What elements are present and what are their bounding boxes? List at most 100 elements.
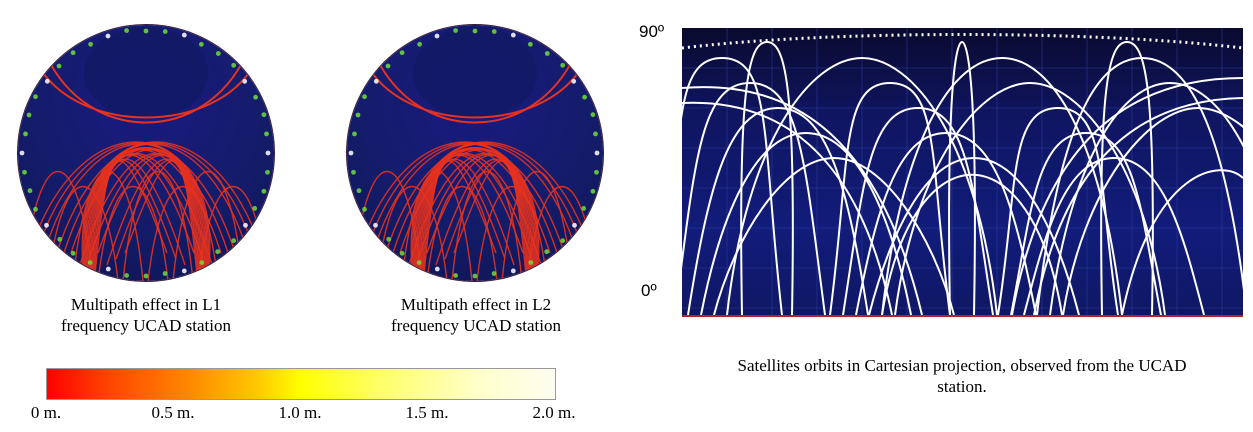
cartesian-orbit-tracks xyxy=(682,28,1243,315)
multipath-highlight xyxy=(22,169,27,175)
orbit-track xyxy=(700,131,912,315)
multipath-highlight xyxy=(590,188,596,194)
multipath-highlight xyxy=(143,28,149,34)
skyplot-l1-caption-line2: frequency UCAD station xyxy=(61,316,231,335)
multipath-highlight xyxy=(362,206,367,212)
satellite-track xyxy=(97,185,169,281)
satellite-track xyxy=(372,143,537,276)
multipath-highlight xyxy=(265,150,271,156)
multipath-highlight xyxy=(44,78,50,84)
satellite-track xyxy=(451,171,523,281)
skyplot-l2-caption-line1: Multipath effect in L2 xyxy=(400,295,552,314)
satellite-track xyxy=(374,54,576,124)
colorbar-tick: 1.0 m. xyxy=(278,403,322,422)
satellite-track xyxy=(72,171,144,281)
satellite-track xyxy=(91,154,195,276)
zenith-gap xyxy=(84,27,208,119)
orbit-track xyxy=(682,56,783,315)
skyplot-l1 xyxy=(18,25,274,281)
satellite-track xyxy=(45,54,247,124)
cartesian-caption: Satellites orbits in Cartesian projectio… xyxy=(672,355,1252,397)
orbit-track xyxy=(829,81,951,315)
multipath-highlight xyxy=(26,112,32,118)
satellite-track xyxy=(37,64,255,119)
orbit-track xyxy=(687,106,869,315)
orbit-track xyxy=(740,40,794,315)
multipath-highlight xyxy=(581,205,587,211)
multipath-highlight xyxy=(472,273,478,279)
multipath-highlight xyxy=(544,51,550,56)
orbit-track xyxy=(881,174,1063,315)
multipath-highlight xyxy=(231,238,237,244)
multipath-highlight xyxy=(373,78,379,84)
satellite-track xyxy=(526,185,598,281)
multipath-highlight xyxy=(57,236,63,242)
multipath-highlight xyxy=(434,266,440,272)
multipath-highlight xyxy=(453,28,459,33)
satellite-track xyxy=(366,64,584,119)
multipath-highlight xyxy=(399,50,405,56)
satellite-track xyxy=(147,185,219,281)
colorbar-tick: 0.5 m. xyxy=(151,403,195,422)
satellite-track xyxy=(423,160,497,276)
multipath-highlight xyxy=(181,268,187,274)
orbit-track xyxy=(948,40,976,315)
multipath-highlight xyxy=(264,131,269,137)
multipath-highlight xyxy=(453,273,459,278)
elevation-label-0: 0º xyxy=(641,281,657,300)
multipath-highlight xyxy=(215,51,221,56)
multipath-highlight xyxy=(19,150,25,156)
multipath-highlight xyxy=(162,29,168,34)
multipath-highlight xyxy=(252,205,258,211)
skyplot-l2-caption-line2: frequency UCAD station xyxy=(391,316,561,335)
multipath-highlight xyxy=(44,222,49,228)
multipath-highlight xyxy=(399,250,405,256)
multipath-highlight xyxy=(33,206,38,212)
colorbar-tick: 1.5 m. xyxy=(405,403,449,422)
multipath-highlight xyxy=(33,94,38,100)
multipath-highlight xyxy=(356,188,362,194)
satellite-track xyxy=(401,171,473,281)
multipath-highlight xyxy=(385,63,391,69)
multipath-highlight xyxy=(472,28,478,34)
multipath-highlight xyxy=(27,188,33,194)
multipath-highlight xyxy=(510,32,516,38)
satellite-track xyxy=(351,171,423,281)
satellite-track xyxy=(476,185,548,281)
satellite-track xyxy=(47,185,119,281)
orbit-track xyxy=(1121,169,1243,315)
satellite-track xyxy=(94,160,168,276)
colorbar-tick: 0 m. xyxy=(30,403,62,422)
multipath-highlight xyxy=(510,268,516,274)
orbit-track xyxy=(682,33,1243,50)
orbit-track xyxy=(713,156,955,315)
satellite-track xyxy=(22,171,94,281)
orbit-track xyxy=(682,101,893,315)
multipath-highlight xyxy=(261,112,267,118)
multipath-highlight xyxy=(571,78,577,84)
satellite-track xyxy=(172,171,244,281)
satellite-track xyxy=(97,154,201,276)
multipath-highlight xyxy=(528,260,534,265)
satellite-track xyxy=(501,171,573,281)
skyplot-l1-caption: Multipath effect in L1 frequency UCAD st… xyxy=(0,294,292,336)
multipath-highlight xyxy=(199,260,205,265)
multipath-highlight xyxy=(560,62,566,68)
satellite-track xyxy=(413,143,578,276)
cartesian-orbit-plot xyxy=(682,28,1243,317)
orbit-track xyxy=(682,81,826,315)
skyplot-l1-tracks xyxy=(19,27,271,281)
multipath-highlight xyxy=(265,169,270,175)
multipath-highlight xyxy=(56,63,62,69)
multipath-highlight xyxy=(242,78,248,84)
orbit-track xyxy=(1011,77,1243,315)
multipath-highlight xyxy=(572,222,577,228)
multipath-highlight xyxy=(105,266,111,272)
multipath-highlight xyxy=(352,131,357,137)
multipath-highlight xyxy=(355,112,361,118)
satellite-track xyxy=(43,143,208,276)
orbit-track xyxy=(842,106,994,315)
multipath-highlight xyxy=(593,131,598,137)
multipath-highlight xyxy=(70,250,76,256)
multipath-highlight xyxy=(348,150,354,156)
